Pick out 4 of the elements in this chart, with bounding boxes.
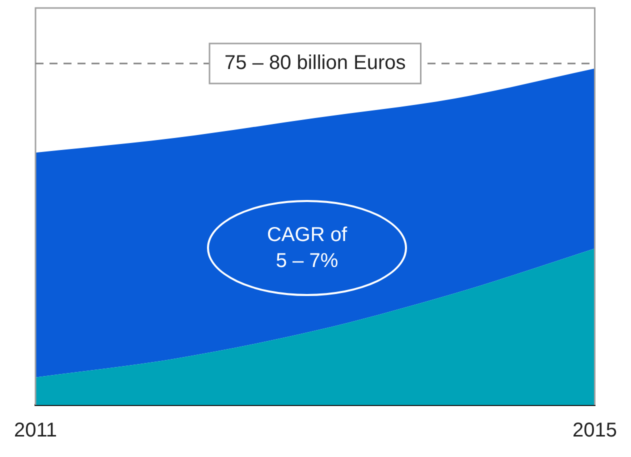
x-tick-label: 2011 xyxy=(14,420,58,442)
ref-line-label: 75 – 80 billion Euros xyxy=(224,52,406,74)
x-tick-label: 2015 xyxy=(572,420,618,442)
ellipse-outline: CAGR of 5 – 7% xyxy=(207,200,407,296)
